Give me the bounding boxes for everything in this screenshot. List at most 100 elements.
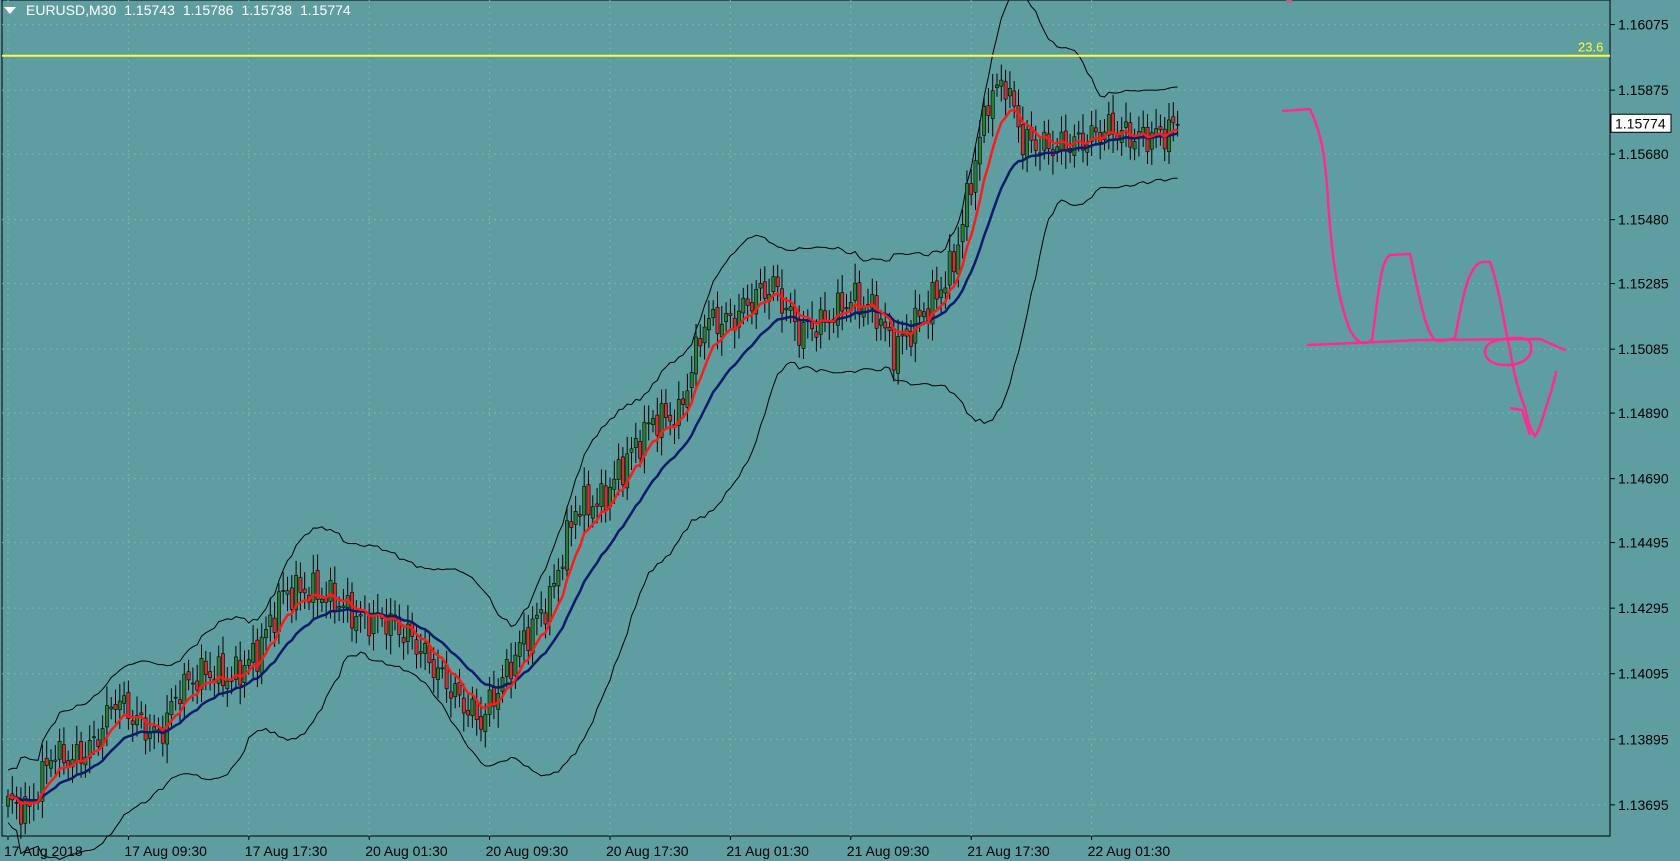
y-tick-label: 1.15875 [1618, 82, 1669, 98]
candle-body [251, 643, 256, 663]
candle-body [642, 421, 647, 456]
chart-menu-triangle-icon[interactable] [4, 6, 16, 14]
candle-body [268, 614, 273, 627]
candle-body [117, 700, 122, 711]
candle-body [724, 313, 729, 323]
ohlc-open: 1.15743 [124, 2, 175, 18]
candle-body [552, 583, 557, 587]
candle-body [337, 606, 342, 609]
candle-body [1162, 128, 1167, 150]
candle-body [182, 673, 187, 704]
ma-slow-line [7, 132, 1178, 802]
candle-body [79, 741, 84, 764]
candle-body [612, 478, 617, 490]
candle-body [49, 760, 53, 769]
candle-body [547, 586, 552, 623]
candle-body [294, 575, 299, 611]
y-tick-label: 1.15285 [1618, 276, 1669, 292]
candle-body [1033, 139, 1038, 151]
candle-body [1076, 132, 1081, 135]
candle-body [917, 309, 922, 317]
candle-body [711, 309, 716, 319]
candle-body [728, 313, 733, 316]
candle-body [719, 323, 724, 338]
ohlc-close: 1.15774 [300, 2, 351, 18]
candle-body [1158, 126, 1163, 131]
candle-body [887, 326, 892, 332]
y-tick-label: 1.15480 [1618, 212, 1669, 228]
candle-body [276, 591, 281, 632]
candle-body [556, 569, 561, 587]
candle-body [414, 639, 419, 655]
candle-body [216, 656, 221, 684]
candle-body [741, 297, 746, 314]
candle-body [625, 453, 630, 489]
candle-body [234, 656, 238, 680]
candle-body [311, 572, 316, 603]
candle-body [246, 659, 251, 666]
candle-body [225, 680, 230, 689]
candle-body [659, 403, 664, 438]
y-tick-label: 1.15085 [1618, 341, 1669, 357]
y-tick-label: 1.16075 [1618, 17, 1669, 33]
candle-body [977, 136, 982, 165]
candle-body [1124, 121, 1128, 128]
ohlc-low: 1.15738 [241, 2, 293, 18]
current-price-label: 1.15774 [1615, 115, 1666, 131]
arrow-drawing[interactable] [1509, 406, 1532, 436]
candle-body [113, 704, 118, 710]
candle-body [835, 292, 840, 326]
candle-body [1132, 141, 1137, 150]
y-tick-label: 1.14095 [1618, 666, 1669, 682]
candle-body [857, 282, 862, 315]
y-tick-label: 1.14295 [1618, 600, 1669, 616]
candle-body [595, 503, 600, 507]
candle-body [302, 588, 307, 594]
x-tick-label: 17 Aug 09:30 [124, 843, 207, 859]
candle-body [1119, 130, 1124, 143]
candle-body [504, 659, 509, 678]
candle-body [487, 689, 492, 715]
symbol-timeframe: EURUSD,M30 [26, 2, 117, 18]
candle-body [371, 614, 376, 635]
candle-body [934, 280, 939, 300]
x-tick-label: 20 Aug 17:30 [606, 843, 689, 859]
support-level-drawing[interactable] [1306, 337, 1567, 352]
candle-body [775, 276, 780, 288]
candle-body [517, 642, 522, 657]
candle-body [891, 328, 896, 371]
candle-body [909, 330, 913, 347]
ohlc-high: 1.15786 [182, 2, 234, 18]
candle-body [509, 661, 514, 680]
candle-body [255, 639, 260, 672]
candle-body [646, 422, 651, 425]
candle-body [840, 292, 845, 312]
candle-body [1003, 81, 1008, 100]
candle-body [986, 105, 991, 116]
candle-body [663, 403, 668, 418]
candle-body [964, 183, 969, 228]
candle-body [186, 671, 191, 681]
candle-body [61, 744, 66, 764]
forecast-drawing-path[interactable] [1281, 107, 1558, 438]
candle-body [956, 244, 961, 275]
candle-body [461, 697, 466, 714]
candle-body [582, 486, 587, 516]
candle-body [969, 183, 974, 196]
candle-body [203, 660, 208, 676]
candle-body [1020, 124, 1025, 156]
candle-body [995, 84, 999, 88]
candle-body [40, 761, 45, 802]
candle-body [440, 667, 445, 670]
candle-body [319, 598, 324, 603]
plot-frame [1, 0, 1611, 837]
candle-body [973, 160, 978, 193]
candle-body [1007, 87, 1012, 97]
candle-body [676, 399, 681, 426]
candle-body [1149, 132, 1154, 150]
circle-drawing[interactable] [1483, 336, 1533, 367]
candle-body [453, 683, 458, 698]
candle-body [681, 398, 686, 405]
